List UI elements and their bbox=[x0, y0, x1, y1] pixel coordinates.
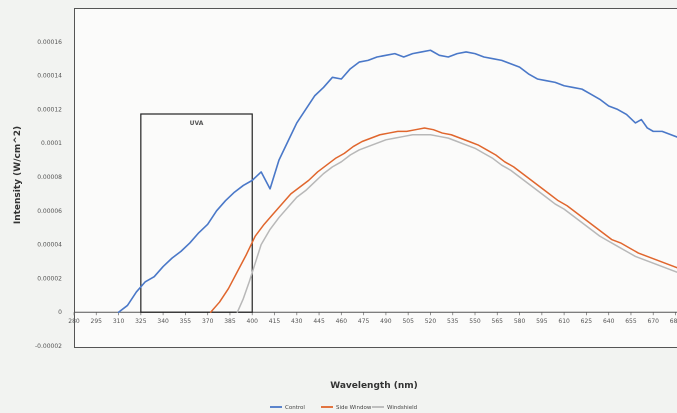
x-tick-label: 370 bbox=[202, 318, 214, 325]
x-tick-label: 310 bbox=[113, 318, 125, 325]
y-tick-label: 0.0001 bbox=[41, 140, 62, 147]
x-tick-label: 355 bbox=[180, 318, 192, 325]
x-tick-label: 430 bbox=[291, 318, 303, 325]
y-axis-ticks: 0.00016 0.00014 0.00012 0.0001 0.00008 0.0000… bbox=[35, 39, 62, 350]
x-tick-label: 505 bbox=[402, 318, 414, 325]
x-tick-label: 640 bbox=[603, 318, 615, 325]
x-tick-label: 535 bbox=[447, 318, 459, 325]
legend-label-windshield: Windshield bbox=[387, 405, 417, 411]
x-tick-label: 610 bbox=[558, 318, 570, 325]
x-tick-label: 550 bbox=[469, 318, 481, 325]
x-tick-label: 625 bbox=[581, 318, 593, 325]
y-tick-label: 0.00014 bbox=[37, 73, 62, 80]
x-tick-label: 445 bbox=[313, 318, 325, 325]
series-layer bbox=[117, 49, 677, 314]
x-tick-label: 400 bbox=[247, 318, 259, 325]
y-tick-label: 0.00006 bbox=[37, 208, 62, 215]
x-axis-ticks: 280 295 310 325 340 355 370 385 400 415 430 445 460 4… bbox=[68, 312, 677, 325]
y-tick-label: 0.00002 bbox=[37, 275, 62, 282]
y-tick-label: 0.00008 bbox=[37, 174, 62, 181]
y-axis-title: Intensity (W/cm^2) bbox=[13, 126, 23, 224]
x-tick-label: 670 bbox=[648, 318, 660, 325]
x-tick-label: 475 bbox=[358, 318, 370, 325]
x-tick-label: 565 bbox=[492, 318, 504, 325]
x-tick-label: 295 bbox=[91, 318, 103, 325]
plot-frame bbox=[74, 8, 677, 348]
x-tick-label: 520 bbox=[425, 318, 437, 325]
series-line-windshield bbox=[236, 134, 677, 313]
x-tick-label: 490 bbox=[380, 318, 392, 325]
legend-label-side-window: Side Window bbox=[336, 405, 372, 411]
series-line-side-window bbox=[209, 127, 677, 313]
x-tick-label: 685 bbox=[670, 318, 677, 325]
legend: Control Side Window Windshield bbox=[270, 405, 417, 411]
y-tick-label: -0.00002 bbox=[35, 343, 62, 350]
x-tick-label: 280 bbox=[68, 318, 80, 325]
y-tick-label: 0 bbox=[58, 309, 62, 316]
uva-label: UVA bbox=[190, 120, 204, 127]
x-tick-label: 580 bbox=[514, 318, 526, 325]
legend-label-control: Control bbox=[285, 405, 305, 411]
x-tick-label: 385 bbox=[224, 318, 236, 325]
y-tick-label: 0.00004 bbox=[37, 242, 62, 249]
x-tick-label: 415 bbox=[269, 318, 281, 325]
x-tick-label: 340 bbox=[157, 318, 169, 325]
y-tick-label: 0.00012 bbox=[37, 106, 62, 113]
x-tick-label: 655 bbox=[625, 318, 637, 325]
uva-box bbox=[140, 113, 253, 313]
x-tick-label: 595 bbox=[536, 318, 548, 325]
y-tick-label: 0.00016 bbox=[37, 39, 62, 46]
x-axis-title: Wavelength (nm) bbox=[330, 381, 418, 391]
series-line-control bbox=[117, 49, 677, 314]
x-tick-label: 325 bbox=[135, 318, 147, 325]
x-tick-label: 460 bbox=[336, 318, 348, 325]
